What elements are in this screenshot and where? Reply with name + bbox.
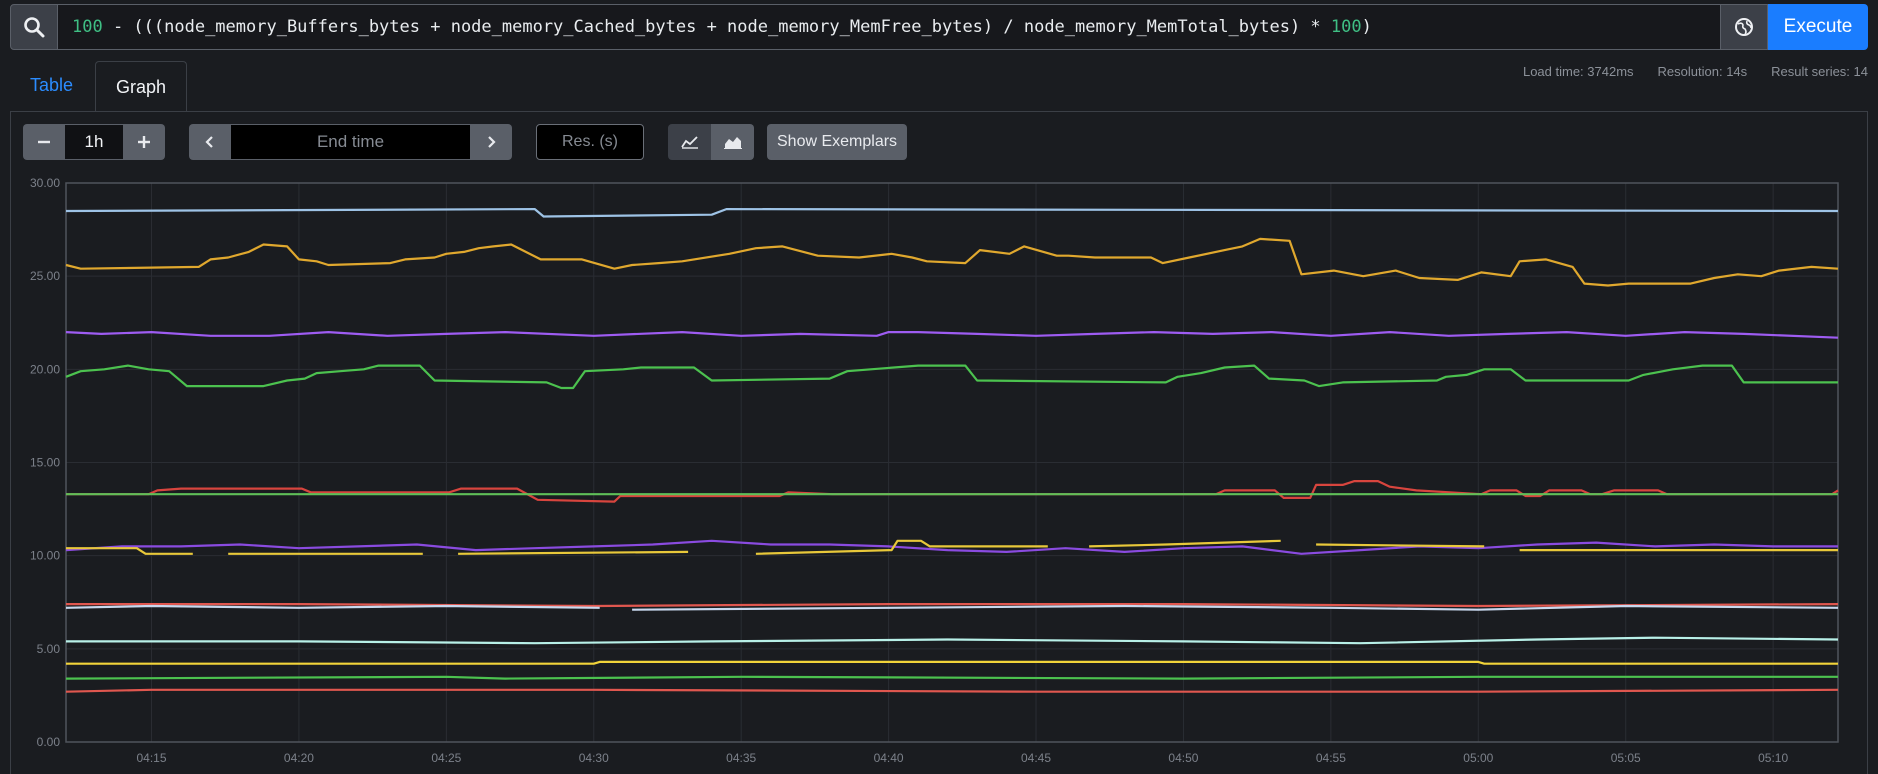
execute-button[interactable]: Execute bbox=[1768, 4, 1868, 50]
series-line bbox=[755, 539, 1048, 555]
series-line bbox=[65, 364, 1838, 390]
x-tick-label: 04:30 bbox=[579, 751, 609, 765]
globe-gear-icon[interactable] bbox=[1720, 4, 1768, 50]
y-tick-label: 0.00 bbox=[37, 735, 61, 749]
y-tick-label: 5.00 bbox=[37, 642, 61, 656]
expression-token: 100 bbox=[1330, 17, 1362, 37]
decrease-range-button[interactable] bbox=[23, 124, 65, 160]
tab-table[interactable]: Table bbox=[30, 74, 74, 95]
view-tabs: Table Graph bbox=[10, 60, 188, 112]
series-line bbox=[1089, 539, 1281, 548]
x-tick-label: 04:45 bbox=[1021, 751, 1051, 765]
x-tick-label: 04:35 bbox=[726, 751, 756, 765]
show-exemplars-button[interactable]: Show Exemplars bbox=[767, 124, 908, 160]
series-line bbox=[65, 604, 600, 609]
y-tick-label: 20.00 bbox=[30, 362, 60, 376]
graph-controls: 1h End time Res. (s) Show Exemplars bbox=[23, 124, 908, 160]
tab-graph[interactable]: Graph bbox=[95, 61, 188, 112]
query-stats: Load time: 3742ms Resolution: 14s Result… bbox=[1523, 64, 1868, 79]
chevron-right-icon bbox=[488, 136, 496, 148]
x-tick-label: 04:55 bbox=[1316, 751, 1346, 765]
series-line bbox=[66, 660, 1838, 665]
x-tick-label: 05:00 bbox=[1463, 751, 1493, 765]
x-tick-label: 04:25 bbox=[431, 751, 461, 765]
expression-input[interactable]: 100 - (((node_memory_Buffers_bytes + nod… bbox=[58, 4, 1720, 50]
x-tick-label: 04:20 bbox=[284, 751, 314, 765]
expression-token: 100 bbox=[72, 17, 103, 37]
resolution: Resolution: 14s bbox=[1657, 64, 1748, 79]
series-line bbox=[66, 480, 1839, 503]
query-bar: 100 - (((node_memory_Buffers_bytes + nod… bbox=[10, 4, 1868, 50]
plus-icon bbox=[138, 136, 150, 148]
resolution-input[interactable]: Res. (s) bbox=[536, 124, 644, 160]
x-tick-label: 04:15 bbox=[136, 751, 166, 765]
next-time-button[interactable] bbox=[470, 124, 512, 160]
x-tick-label: 05:10 bbox=[1758, 751, 1788, 765]
y-tick-label: 10.00 bbox=[30, 549, 60, 563]
search-icon[interactable] bbox=[10, 4, 58, 50]
series-line bbox=[66, 547, 193, 555]
plot-area bbox=[65, 182, 1839, 743]
x-tick-label: 04:50 bbox=[1168, 751, 1198, 765]
increase-range-button[interactable] bbox=[123, 124, 165, 160]
series-line bbox=[66, 636, 1839, 645]
minus-icon bbox=[38, 140, 50, 144]
x-tick-label: 05:05 bbox=[1611, 751, 1641, 765]
expression-token: ) bbox=[1361, 17, 1372, 37]
series-line bbox=[65, 539, 1838, 555]
series-line bbox=[65, 331, 1839, 339]
graph-panel: 1h End time Res. (s) Show Exemplars bbox=[10, 111, 1868, 774]
y-tick-label: 30.00 bbox=[30, 176, 60, 190]
chevron-left-icon bbox=[205, 136, 213, 148]
series-line bbox=[65, 237, 1839, 287]
area-chart-icon[interactable] bbox=[711, 124, 754, 160]
series-line bbox=[66, 602, 1839, 608]
series-line bbox=[65, 688, 1839, 693]
series-line bbox=[458, 550, 689, 555]
series-line bbox=[65, 208, 1839, 218]
result-series: Result series: 14 bbox=[1771, 64, 1868, 79]
y-tick-label: 25.00 bbox=[30, 269, 60, 283]
load-time: Load time: 3742ms bbox=[1522, 64, 1634, 79]
series-line bbox=[632, 604, 1839, 611]
series-line bbox=[65, 675, 1838, 680]
expression-token: - (((node_memory_Buffers_bytes + node_me… bbox=[102, 17, 1331, 37]
previous-time-button[interactable] bbox=[189, 124, 231, 160]
line-chart-icon[interactable] bbox=[668, 124, 711, 160]
end-time-input[interactable]: End time bbox=[231, 124, 470, 160]
y-tick-label: 15.00 bbox=[30, 456, 60, 470]
x-tick-label: 04:40 bbox=[874, 751, 904, 765]
range-input[interactable]: 1h bbox=[65, 124, 123, 160]
series-line bbox=[1316, 543, 1485, 548]
